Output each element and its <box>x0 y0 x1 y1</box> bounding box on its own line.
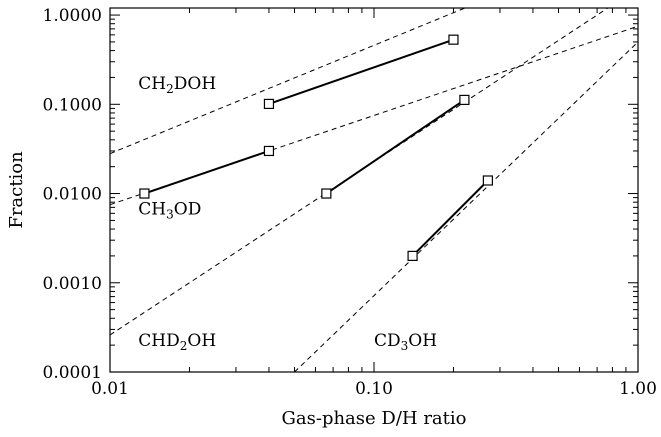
x-axis-title: Gas-phase D/H ratio <box>282 408 467 429</box>
observed-line-CH3OD <box>144 150 270 195</box>
y-axis-title: Fraction <box>6 151 27 229</box>
data-point-CH2DOH-1 <box>448 34 459 45</box>
observed-line-CD3OH <box>411 179 489 257</box>
series-label-CH3OD: CH3OD <box>138 200 201 222</box>
data-point-CH2DOH-0 <box>263 98 275 110</box>
y-tick-label: 0.0010 <box>43 274 102 294</box>
x-tick-label: 1.00 <box>619 379 657 399</box>
y-tick-label: 0.1000 <box>43 95 102 115</box>
data-point-CH3OD-1 <box>263 145 275 157</box>
data-point-CHD2OH-1 <box>459 94 470 106</box>
series-label-CHD2OH: CHD2OH <box>138 331 216 353</box>
x-tick-label: 0.01 <box>91 379 129 399</box>
model-line-CHD2OH <box>110 8 609 336</box>
data-point-CD3OH-1 <box>482 175 493 186</box>
series-label-CH2DOH: CH2DOH <box>138 74 216 96</box>
data-point-CH3OD-0 <box>139 188 150 199</box>
data-point-CD3OH-0 <box>407 250 418 262</box>
observed-line-CHD2OH <box>325 99 465 195</box>
x-tick-label: 0.10 <box>355 379 393 399</box>
data-point-CHD2OH-0 <box>321 188 332 199</box>
y-tick-label: 0.0001 <box>43 363 102 383</box>
y-tick-label: 0.0100 <box>43 185 102 205</box>
observed-line-CH2DOH <box>268 38 454 105</box>
plot-frame <box>109 7 639 373</box>
y-tick-label: 1.0000 <box>43 6 102 26</box>
model-line-CD3OH <box>294 41 638 372</box>
series-label-CD3OH: CD3OH <box>374 331 437 353</box>
